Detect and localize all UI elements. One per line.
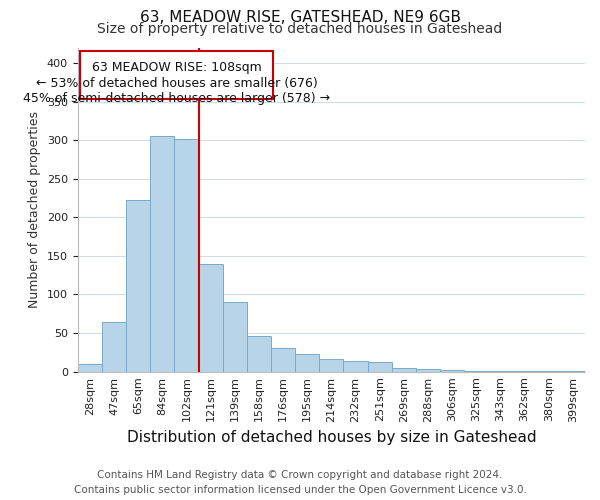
Text: 63 MEADOW RISE: 108sqm: 63 MEADOW RISE: 108sqm [92, 62, 262, 74]
Bar [343, 361, 368, 372]
Bar [368, 362, 392, 372]
Bar [488, 371, 512, 372]
X-axis label: Distribution of detached houses by size in Gateshead: Distribution of detached houses by size … [127, 430, 536, 445]
Text: Size of property relative to detached houses in Gateshead: Size of property relative to detached ho… [97, 22, 503, 36]
Bar [78, 364, 102, 372]
Bar [295, 354, 319, 372]
Bar [271, 348, 295, 372]
Y-axis label: Number of detached properties: Number of detached properties [28, 111, 41, 308]
Bar [512, 371, 536, 372]
Bar [392, 368, 416, 372]
Bar [199, 264, 223, 372]
Text: Contains HM Land Registry data © Crown copyright and database right 2024.
Contai: Contains HM Land Registry data © Crown c… [74, 470, 526, 495]
Text: 63, MEADOW RISE, GATESHEAD, NE9 6GB: 63, MEADOW RISE, GATESHEAD, NE9 6GB [139, 10, 461, 25]
Bar [464, 371, 488, 372]
Text: ← 53% of detached houses are smaller (676): ← 53% of detached houses are smaller (67… [36, 77, 317, 90]
Bar [536, 371, 561, 372]
Bar [175, 138, 199, 372]
Bar [440, 370, 464, 372]
Bar [561, 371, 585, 372]
Bar [223, 302, 247, 372]
Bar [247, 336, 271, 372]
Bar [319, 360, 343, 372]
Bar [80, 52, 274, 99]
Bar [416, 370, 440, 372]
Text: 45% of semi-detached houses are larger (578) →: 45% of semi-detached houses are larger (… [23, 92, 331, 106]
Bar [126, 200, 150, 372]
Bar [102, 322, 126, 372]
Bar [150, 136, 175, 372]
